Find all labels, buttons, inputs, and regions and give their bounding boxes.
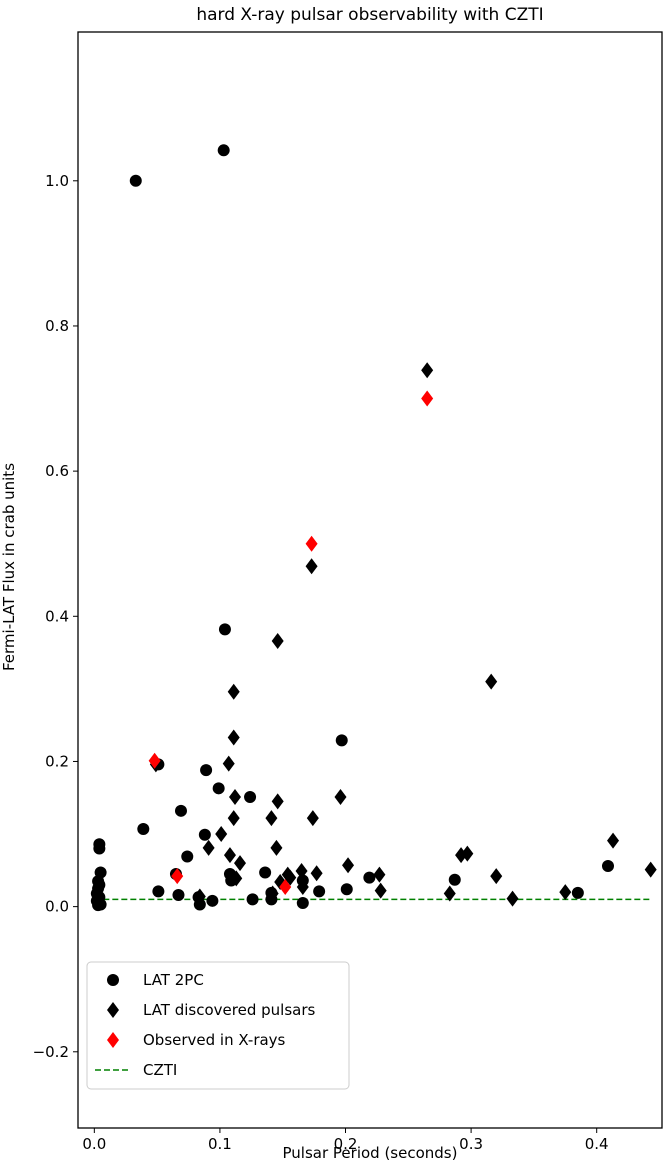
- lat-discovered-pulsars-point: [443, 885, 456, 902]
- legend-marker-lat-discovered-pulsars: [107, 1002, 119, 1018]
- y-tick-label: 0.6: [45, 462, 69, 480]
- observed-in-x-rays-point: [421, 390, 434, 407]
- lat-2pc-point: [129, 174, 142, 187]
- lat-discovered-pulsars-point: [421, 362, 434, 379]
- x-tick-label: 0.2: [334, 1135, 358, 1153]
- x-axis: 0.0 0.1 0.2 0.3 0.4: [82, 1128, 609, 1153]
- plot-frame: [77, 31, 663, 1129]
- lat-discovered-pulsars-point: [234, 855, 247, 872]
- y-axis: −0.2 0.0 0.2 0.4 0.6 0.8 1.0: [33, 172, 78, 1061]
- lat-2pc-point: [200, 764, 213, 777]
- lat-discovered-pulsars-point: [215, 826, 228, 843]
- lat-discovered-pulsars-point: [305, 558, 318, 575]
- lat-discovered-pulsars-point: [559, 884, 572, 901]
- lat-discovered-pulsars-point: [461, 845, 474, 862]
- lat-2pc-point: [340, 883, 353, 896]
- data-points: [90, 144, 657, 912]
- lat-2pc-point: [152, 885, 165, 898]
- x-tick-label: 0.0: [82, 1135, 106, 1153]
- lat-discovered-pulsars-point: [227, 810, 240, 827]
- legend-label-czti: CZTI: [143, 1061, 177, 1079]
- lat-2pc-point: [198, 828, 211, 841]
- lat-discovered-pulsars-point: [310, 865, 323, 882]
- lat-discovered-pulsars-point: [228, 789, 241, 806]
- lat-2pc-point: [448, 873, 461, 886]
- lat-2pc-point: [218, 623, 231, 636]
- observed-in-x-rays-point: [148, 752, 161, 769]
- y-tick-label: −0.2: [33, 1043, 69, 1061]
- lat-discovered-pulsars-point: [334, 789, 347, 806]
- x-tick-label: 0.1: [208, 1135, 232, 1153]
- lat-2pc-point: [601, 859, 614, 872]
- y-tick-label: 0.4: [45, 607, 69, 625]
- lat-2pc-point: [174, 804, 187, 817]
- lat-discovered-pulsars-point: [644, 861, 657, 878]
- lat-2pc-point: [137, 822, 150, 835]
- chart-title: hard X-ray pulsar observability with CZT…: [196, 5, 543, 25]
- lat-discovered-pulsars-point: [193, 888, 206, 905]
- lat-discovered-pulsars-point: [227, 683, 240, 700]
- legend: LAT 2PC LAT discovered pulsars Observed …: [86, 961, 350, 1090]
- observed-in-x-rays-point: [305, 535, 318, 552]
- lat-discovered-pulsars-point: [270, 839, 283, 856]
- y-tick-label: 0.0: [45, 898, 69, 916]
- legend-label-lat-discovered: LAT discovered pulsars: [143, 1001, 315, 1019]
- x-tick-label: 0.4: [585, 1135, 609, 1153]
- legend-box: [86, 961, 350, 1090]
- lat-discovered-pulsars-point: [506, 890, 519, 907]
- lat-2pc-point: [335, 734, 348, 747]
- lat-2pc-point: [571, 886, 584, 899]
- lat-2pc-point: [313, 885, 326, 898]
- y-tick-label: 0.8: [45, 317, 69, 335]
- lat-discovered-pulsars-point: [265, 810, 278, 827]
- lat-2pc-point: [246, 893, 259, 906]
- y-axis-label: Fermi-LAT Flux in crab units: [0, 463, 18, 671]
- lat-discovered-pulsars-point: [202, 839, 215, 856]
- lat-2pc-point: [244, 791, 257, 804]
- lat-discovered-pulsars-point: [607, 832, 620, 849]
- lat-2pc-point: [181, 850, 194, 863]
- lat-2pc-point: [172, 889, 185, 902]
- x-tick-label: 0.3: [459, 1135, 483, 1153]
- lat-discovered-pulsars-point: [374, 882, 387, 899]
- lat-discovered-pulsars-point: [222, 755, 235, 772]
- x-axis-label: Pulsar Period (seconds): [283, 1144, 458, 1162]
- lat-discovered-pulsars-point: [227, 729, 240, 746]
- lat-discovered-pulsars-point: [223, 847, 236, 864]
- lat-2pc-point: [217, 144, 230, 157]
- observed-in-x-rays-point: [171, 868, 184, 885]
- lat-discovered-pulsars-point: [271, 632, 284, 649]
- lat-discovered-pulsars-point: [306, 810, 319, 827]
- lat-discovered-pulsars-point: [485, 673, 498, 690]
- y-tick-label: 1.0: [45, 172, 69, 190]
- lat-discovered-pulsars-point: [295, 863, 308, 880]
- lat-2pc-point: [92, 899, 105, 912]
- lat-2pc-point: [93, 842, 106, 855]
- lat-discovered-pulsars-point: [230, 870, 243, 887]
- lat-2pc-point: [296, 896, 309, 909]
- lat-discovered-pulsars-point: [342, 857, 355, 874]
- lat-2pc-point: [259, 866, 272, 879]
- lat-discovered-pulsars-point: [490, 868, 503, 885]
- legend-marker-lat-2pc: [107, 974, 119, 986]
- lat-discovered-pulsars-point: [271, 793, 284, 810]
- legend-label-lat-2pc: LAT 2PC: [143, 971, 204, 989]
- legend-marker-observed-in-x-rays: [107, 1032, 119, 1048]
- lat-2pc-point: [212, 782, 225, 795]
- lat-discovered-pulsars-point: [296, 879, 309, 896]
- y-tick-label: 0.2: [45, 752, 69, 770]
- lat-2pc-point: [206, 894, 219, 907]
- lat-discovered-pulsars-point: [373, 866, 386, 883]
- lat-2pc-point: [363, 871, 376, 884]
- observed-in-x-rays-point: [279, 879, 292, 896]
- lat-discovered-pulsars-point: [266, 885, 279, 902]
- lat-discovered-pulsars-point: [284, 869, 297, 886]
- legend-label-observed-xrays: Observed in X-rays: [143, 1031, 286, 1049]
